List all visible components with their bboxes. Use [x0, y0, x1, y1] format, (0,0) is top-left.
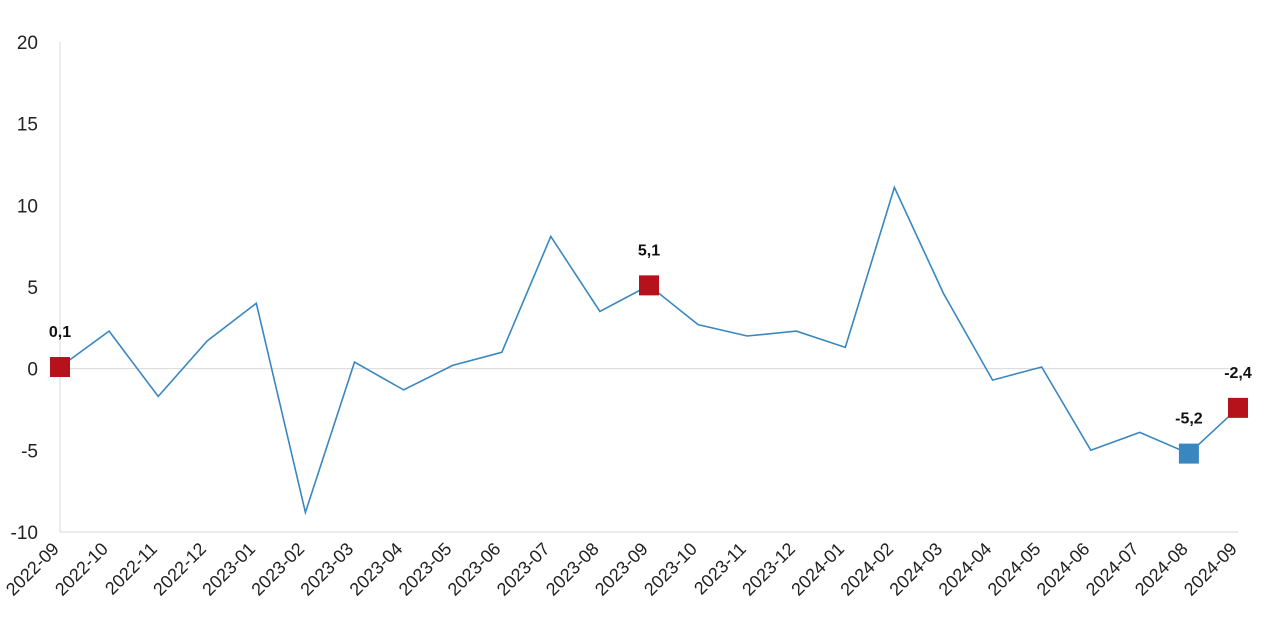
x-tick-label: 2024-04 [935, 539, 996, 600]
highlight-marker [639, 275, 659, 296]
data-label: -2,4 [1224, 365, 1252, 382]
y-tick-label: 10 [17, 196, 38, 217]
x-tick-label: 2023-08 [542, 539, 603, 600]
y-tick-label: 5 [27, 278, 38, 299]
x-tick-label: 2024-07 [1082, 539, 1143, 600]
x-tick-label: 2024-09 [1180, 539, 1241, 600]
x-tick-label: 2023-02 [247, 539, 308, 600]
x-tick-label: 2023-05 [395, 539, 456, 600]
data-label: 0,1 [49, 324, 71, 341]
x-tick-label: 2023-04 [346, 539, 407, 600]
y-tick-label: -10 [11, 523, 38, 544]
x-tick-label: 2023-03 [296, 539, 357, 600]
x-tick-label: 2024-01 [787, 539, 848, 600]
data-label: 5,1 [638, 242, 660, 259]
x-tick-label: 2022-10 [51, 539, 112, 600]
x-tick-label: 2023-10 [640, 539, 701, 600]
x-tick-label: 2022-09 [2, 539, 63, 600]
chart-axes [59, 42, 1238, 533]
x-tick-label: 2023-01 [198, 539, 259, 600]
x-tick-label: 2023-09 [591, 539, 652, 600]
x-tick-label: 2024-06 [1033, 539, 1094, 600]
x-tick-label: 2022-11 [101, 539, 161, 599]
y-tick-label: -5 [21, 441, 38, 462]
x-axis-ticks: 2022-092022-102022-112022-122023-012023-… [2, 539, 1241, 600]
y-tick-label: 0 [27, 360, 38, 381]
x-tick-label: 2023-11 [690, 539, 750, 599]
highlight-markers [50, 275, 1248, 464]
x-tick-label: 2024-08 [1131, 539, 1192, 600]
series-line-group [59, 185, 1239, 516]
x-tick-label: 2023-07 [493, 539, 554, 600]
highlight-marker [50, 357, 70, 378]
x-tick-label: 2024-02 [836, 539, 897, 600]
data-label: -5,2 [1175, 411, 1203, 428]
x-tick-label: 2023-06 [444, 539, 505, 600]
y-tick-label: 20 [17, 33, 38, 54]
y-axis-ticks: 20 15 10 5 0 -5 -10 [11, 33, 38, 544]
y-tick-label: 15 [17, 115, 38, 136]
x-tick-label: 2024-03 [885, 539, 946, 600]
x-tick-label: 2023-12 [738, 539, 799, 600]
series-line [59, 185, 1239, 516]
highlight-marker [1178, 443, 1199, 464]
x-tick-label: 2022-12 [149, 539, 210, 600]
highlight-marker [1228, 397, 1248, 418]
x-tick-label: 2024-05 [984, 539, 1045, 600]
data-labels: 0,1 5,1 -5,2 -2,4 [49, 242, 1252, 427]
